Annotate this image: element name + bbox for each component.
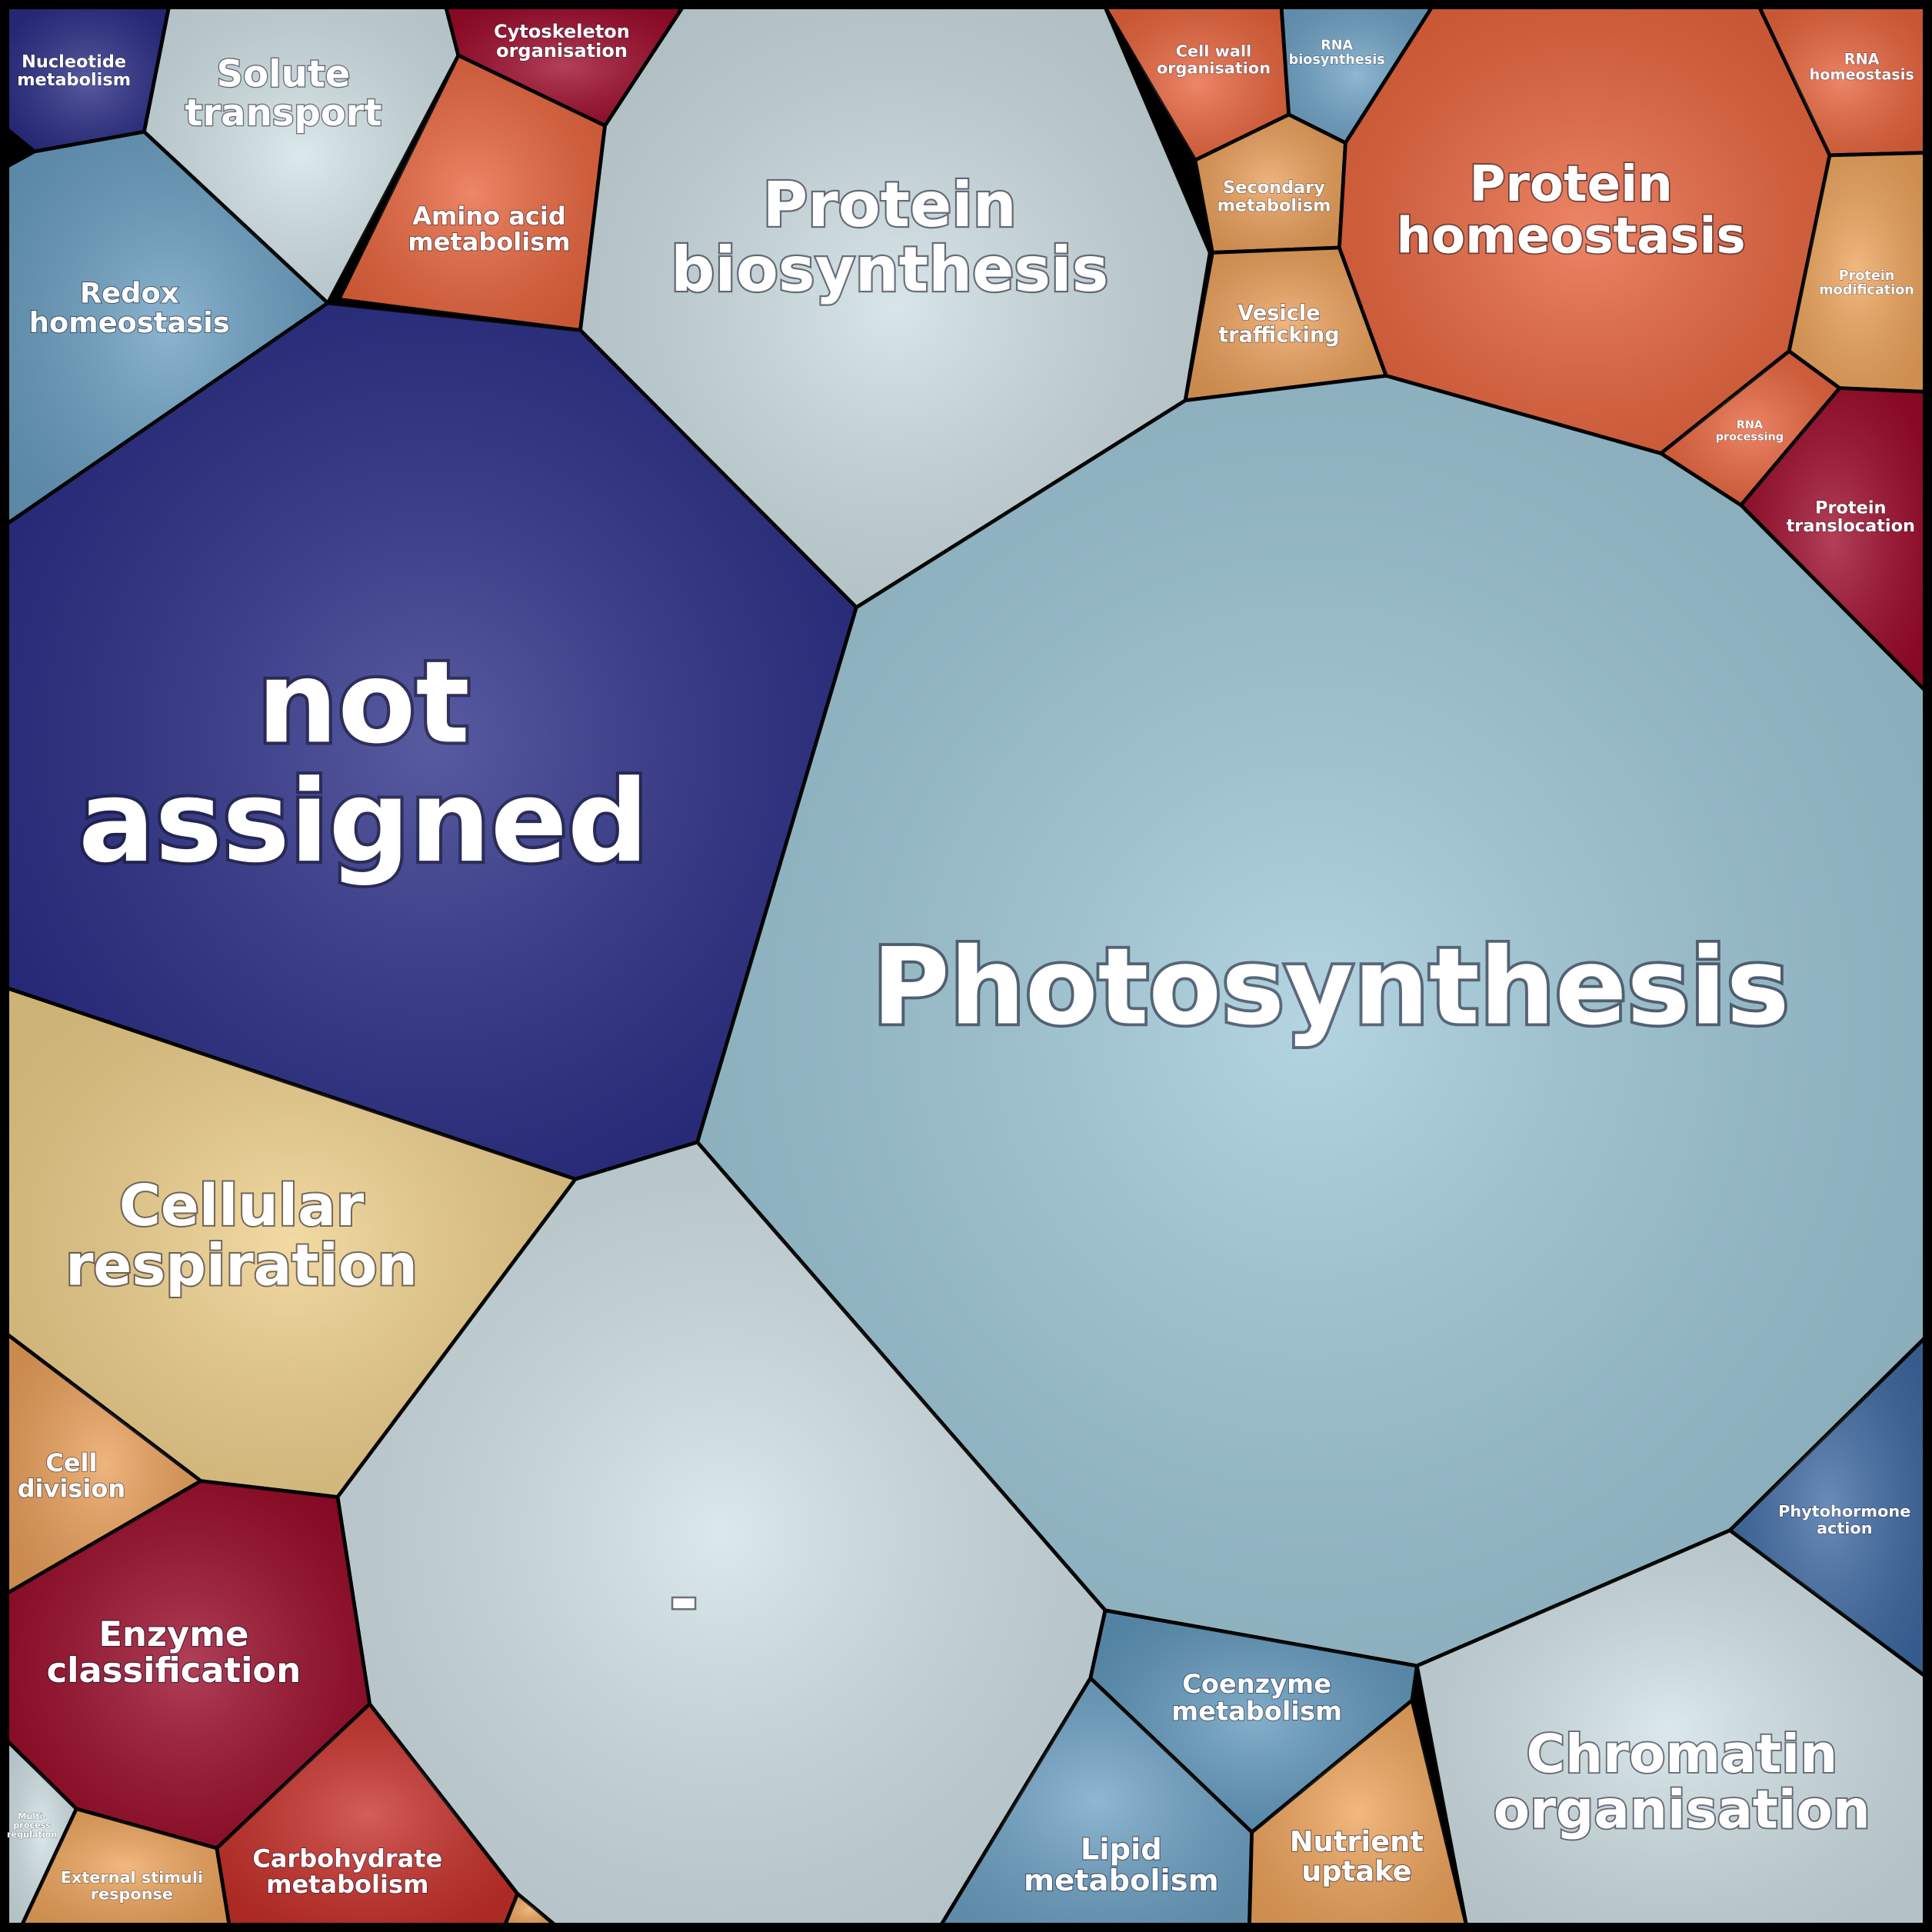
cell-label: organisation xyxy=(496,40,628,62)
cell-label: uptake xyxy=(1301,1855,1412,1888)
cell-label: Protein xyxy=(763,169,1017,241)
cell-label: homeostasis xyxy=(1397,208,1746,265)
cell-label: RNA xyxy=(1737,419,1764,431)
cell-label: Protein xyxy=(1839,268,1895,284)
cell-label: - xyxy=(670,1560,698,1640)
cell-label: trafficking xyxy=(1218,324,1340,348)
cell-label: Chromatin xyxy=(1526,1724,1837,1785)
cell-label: Redox xyxy=(80,276,179,309)
cell-label: response xyxy=(91,1885,173,1904)
cell-label: Cell wall xyxy=(1176,42,1251,61)
cell-label: Lipid xyxy=(1081,1832,1162,1867)
cell-label: Cellular xyxy=(119,1174,365,1239)
cell-label: Photosynthesis xyxy=(872,925,1790,1048)
cell-label: classification xyxy=(47,1650,301,1690)
cell-label: organisation xyxy=(1494,1780,1870,1841)
cell-label: Nutrient xyxy=(1290,1825,1424,1858)
cell-label: organisation xyxy=(1157,58,1271,77)
cell-label: homeostasis xyxy=(29,306,230,339)
cell-label: regulation xyxy=(7,1830,57,1840)
cell-label: Cytoskeleton xyxy=(494,21,630,42)
cell-label: biosynthesis xyxy=(1289,52,1385,68)
cell-label: transport xyxy=(185,92,381,135)
cell-label: action xyxy=(1817,1519,1873,1537)
cell-label: Nucleotide xyxy=(22,52,126,72)
cell-label: RNA xyxy=(1321,38,1353,54)
cell-label: homeostasis xyxy=(1810,66,1914,84)
cell-label: Amino acid xyxy=(412,202,566,231)
cell-label: not xyxy=(257,636,470,768)
cell-label: metabolism xyxy=(17,70,131,90)
cell-label: biosynthesis xyxy=(671,234,1108,305)
cell-label: translocation xyxy=(1787,516,1915,536)
cell-label: Protein xyxy=(1469,156,1672,213)
cell-label: Phytohormone xyxy=(1778,1502,1910,1521)
cell-label: Protein xyxy=(1815,498,1886,518)
cell-label: Cell xyxy=(45,1448,97,1477)
cell-label: processing xyxy=(1716,431,1784,443)
cell-label: Enzyme xyxy=(98,1614,248,1654)
cell-label: External stimuli xyxy=(61,1868,203,1887)
cell-label: metabolism xyxy=(1171,1696,1342,1726)
cell-label: Vesicle xyxy=(1237,301,1321,325)
cell-label: modification xyxy=(1819,283,1914,298)
cell-label: Solute xyxy=(217,53,351,96)
cell-label: Coenzyme xyxy=(1182,1669,1331,1699)
cell-label: Carbohydrate xyxy=(252,1844,442,1873)
cell-label: Secondary xyxy=(1223,178,1325,198)
cell-label: metabolism xyxy=(408,227,570,256)
cell-label: metabolism xyxy=(266,1870,428,1899)
cell-label: respiration xyxy=(65,1233,418,1298)
cell-label: metabolism xyxy=(1217,196,1331,216)
cell-label: division xyxy=(18,1474,126,1504)
cell-label: metabolism xyxy=(1024,1864,1219,1898)
cell-label: assigned xyxy=(78,755,648,888)
cell-label: RNA xyxy=(1844,51,1880,68)
